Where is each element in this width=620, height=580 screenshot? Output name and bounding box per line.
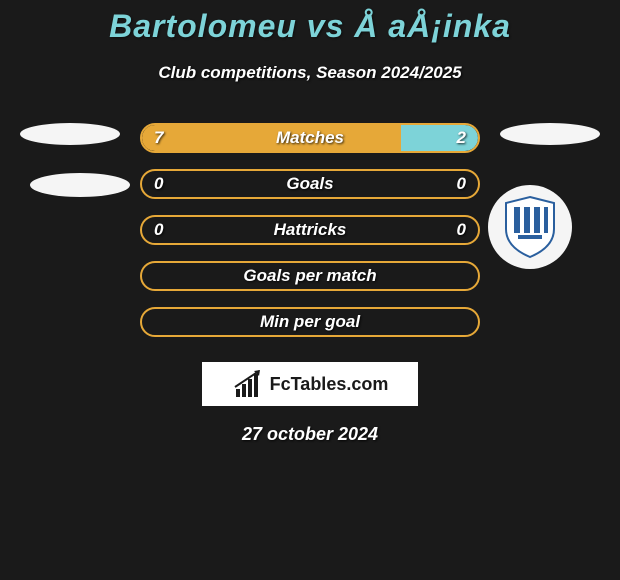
subtitle: Club competitions, Season 2024/2025 [10, 63, 610, 83]
brand-text: FcTables.com [270, 374, 389, 395]
stat-value-left: 0 [154, 220, 163, 240]
stat-row-hattricks: 0 Hattricks 0 [140, 215, 480, 245]
chart-icon [232, 367, 266, 401]
stat-value-left: 0 [154, 174, 163, 194]
stat-label: Min per goal [260, 312, 360, 332]
stat-rows: 7 Matches 2 0 Goals 0 0 Hattricks 0 [140, 123, 480, 337]
stat-value-right: 0 [457, 174, 466, 194]
page-title: Bartolomeu vs Å aÅ¡inka [10, 0, 610, 45]
avatar-placeholder-left-2 [30, 173, 130, 197]
brand-box: FcTables.com [202, 362, 418, 406]
stat-value-right: 2 [457, 128, 466, 148]
stat-label: Matches [276, 128, 344, 148]
stats-area: 7 Matches 2 0 Goals 0 0 Hattricks 0 [10, 123, 610, 337]
stat-row-goals-per-match: Goals per match [140, 261, 480, 291]
stat-value-left: 7 [154, 128, 163, 148]
stat-label: Goals per match [243, 266, 376, 286]
stat-row-goals: 0 Goals 0 [140, 169, 480, 199]
stat-label: Hattricks [274, 220, 347, 240]
avatar-placeholder-left-1 [20, 123, 120, 145]
shield-icon [500, 193, 560, 261]
stat-fill-left [142, 125, 401, 151]
stat-value-right: 0 [457, 220, 466, 240]
comparison-infographic: Bartolomeu vs Å aÅ¡inka Club competition… [0, 0, 620, 445]
stat-fill-right [401, 125, 478, 151]
stat-label: Goals [286, 174, 333, 194]
avatar-placeholder-right-1 [500, 123, 600, 145]
stat-row-min-per-goal: Min per goal [140, 307, 480, 337]
stat-row-matches: 7 Matches 2 [140, 123, 480, 153]
club-badge [488, 185, 572, 269]
date-text: 27 october 2024 [10, 424, 610, 445]
